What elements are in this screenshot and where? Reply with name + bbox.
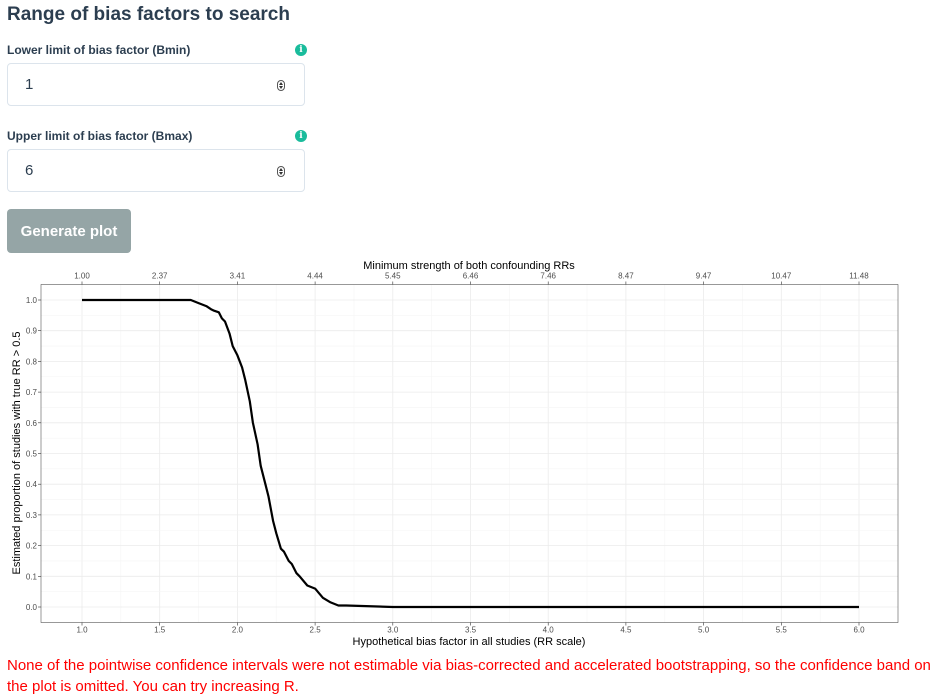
- top-tick-label: 10.47: [771, 272, 792, 281]
- x-tick-label: 1.5: [154, 626, 166, 635]
- y-tick-label: 0.2: [26, 542, 38, 551]
- series-line: [82, 298, 859, 609]
- x-tick-label: 4.0: [543, 626, 555, 635]
- bmax-value[interactable]: 6: [25, 162, 34, 179]
- warning-message: None of the pointwise confidence interva…: [7, 657, 931, 695]
- x-tick-label: 1.0: [76, 626, 88, 635]
- info-icon[interactable]: i: [295, 44, 307, 56]
- y-tick-label: 0.0: [26, 603, 38, 612]
- section-title: Range of bias factors to search: [7, 4, 290, 25]
- axis-ticks: 1.0 1.5 2.0 2.5 3.0 3.5 4.0 4.5 5.0 5.5 6.0 1.00 2.3…: [26, 272, 869, 635]
- x-tick-label: 4.5: [620, 626, 632, 635]
- y-tick-label: 0.7: [26, 388, 38, 397]
- top-tick-label: 9.47: [696, 272, 712, 281]
- bmin-input[interactable]: 1: [7, 63, 305, 106]
- info-icon[interactable]: i: [295, 130, 307, 142]
- y-tick-label: 0.4: [26, 480, 38, 489]
- plot-grid: [41, 284, 898, 623]
- top-tick-label: 8.47: [618, 272, 634, 281]
- top-tick-label: 6.46: [463, 272, 479, 281]
- y-tick-label: 0.9: [26, 327, 38, 336]
- bmin-label: Lower limit of bias factor (Bmin): [7, 43, 191, 57]
- bmax-label: Upper limit of bias factor (Bmax): [7, 129, 193, 143]
- top-tick-label: 5.45: [385, 272, 401, 281]
- bmin-value[interactable]: 1: [25, 76, 34, 93]
- top-tick-label: 11.48: [849, 272, 869, 281]
- top-tick-label: 2.37: [152, 272, 168, 281]
- x-tick-label: 3.5: [465, 626, 477, 635]
- top-tick-label: 3.41: [230, 272, 246, 281]
- x-tick-label: 6.0: [853, 626, 865, 635]
- y-tick-label: 0.5: [26, 450, 38, 459]
- x-tick-label: 3.0: [387, 626, 399, 635]
- x-tick-label: 2.5: [310, 626, 322, 635]
- x-tick-label: 5.0: [698, 626, 710, 635]
- bias-plot: 1.0 1.5 2.0 2.5 3.0 3.5 4.0 4.5 5.0 5.5 6.0 1.00 2.3…: [11, 260, 899, 648]
- x-tick-label: 2.0: [232, 626, 244, 635]
- generate-plot-button[interactable]: Generate plot: [7, 209, 131, 253]
- x-axis-label: Hypothetical bias factor in all studies …: [353, 636, 586, 648]
- y-tick-label: 0.6: [26, 419, 38, 428]
- y-tick-label: 0.1: [26, 572, 38, 581]
- y-tick-label: 1.0: [26, 296, 38, 305]
- top-tick-label: 7.46: [540, 272, 556, 281]
- y-tick-label: 0.8: [26, 357, 38, 366]
- y-tick-label: 0.3: [26, 511, 38, 520]
- spinner-icon[interactable]: [277, 80, 285, 91]
- spinner-icon[interactable]: [277, 166, 285, 177]
- x-tick-label: 5.5: [776, 626, 788, 635]
- top-tick-label: 4.44: [307, 272, 323, 281]
- y-axis-label: Estimated proportion of studies with tru…: [11, 331, 23, 574]
- bmax-input[interactable]: 6: [7, 149, 305, 192]
- top-tick-label: 1.00: [74, 272, 90, 281]
- secondary-x-axis-label: Minimum strength of both confounding RRs: [363, 260, 575, 272]
